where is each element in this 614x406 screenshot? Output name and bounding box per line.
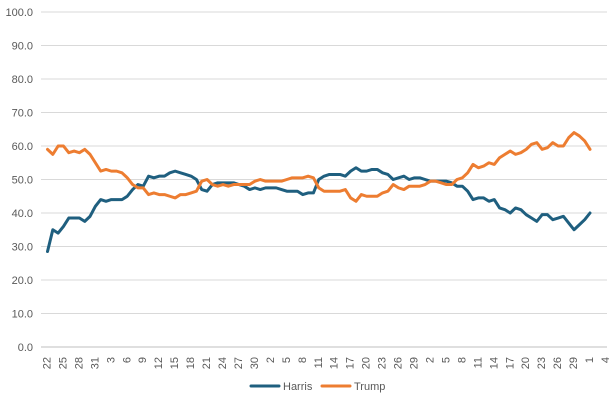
x-tick-label: 23: [377, 357, 389, 369]
x-tick-label: 22: [42, 357, 54, 369]
y-tick-label: 80.0: [12, 74, 33, 86]
x-tick-label: 31: [89, 357, 101, 369]
x-tick-label: 30: [249, 357, 261, 369]
x-tick-label: 11: [472, 357, 484, 368]
y-tick-label: 30.0: [12, 242, 33, 254]
grid-layer: [41, 11, 607, 348]
x-tick-label: 5: [440, 357, 452, 363]
x-tick-label: 29: [568, 357, 580, 369]
x-tick-label: 15: [169, 357, 181, 369]
x-tick-label: 25: [57, 357, 69, 369]
x-tick-label: 29: [409, 357, 421, 369]
y-tick-label: 100.0: [5, 7, 33, 19]
x-tick-label: 23: [536, 357, 548, 369]
y-tick-label: 0.0: [18, 342, 33, 354]
legend[interactable]: Harris Trump: [249, 381, 385, 393]
y-tick-label: 20.0: [12, 275, 33, 287]
x-tick-label: 11: [313, 357, 325, 368]
x-tick-label: 27: [233, 357, 245, 369]
x-tick-label: 26: [393, 357, 405, 369]
legend-entry-harris[interactable]: Harris: [249, 381, 313, 393]
y-tick-label: 10.0: [12, 309, 33, 321]
series-layer: [46, 131, 592, 254]
x-axis-tick-labels: 22 25 28 31 3 6 9 12 15 18 21 24 27 30 2 5 8 11 14 17 20 23 26…: [42, 357, 613, 369]
y-axis-tick-labels: 0.0 10.0 20.0 30.0 40.0 50.0 60.0 70.0 80.0 90.0 1…: [5, 7, 33, 354]
y-tick-label: 50.0: [12, 175, 33, 187]
x-tick-label: 24: [217, 357, 229, 369]
x-tick-label: 9: [137, 357, 149, 363]
x-tick-label: 6: [121, 357, 133, 363]
x-tick-label: 14: [488, 357, 500, 369]
legend-entry-trump[interactable]: Trump: [320, 381, 385, 393]
x-tick-label: 14: [329, 357, 341, 369]
x-tick-label: 2: [424, 357, 436, 363]
x-tick-label: 18: [185, 357, 197, 369]
x-tick-label: 20: [520, 357, 532, 369]
x-tick-label: 12: [153, 357, 165, 369]
legend-label: Harris: [283, 381, 313, 393]
series-line-trump: [46, 131, 592, 203]
x-tick-label: 3: [105, 357, 117, 363]
x-tick-label: 1: [584, 357, 596, 363]
y-tick-label: 60.0: [12, 141, 33, 153]
series-line-harris: [46, 166, 592, 254]
x-tick-label: 21: [201, 357, 213, 369]
y-tick-label: 90.0: [12, 41, 33, 53]
x-tick-label: 8: [297, 357, 309, 363]
x-tick-label: 20: [361, 357, 373, 369]
x-tick-label: 8: [456, 357, 468, 363]
x-tick-label: 2: [265, 357, 277, 363]
x-tick-label: 28: [73, 357, 85, 369]
y-tick-label: 40.0: [12, 208, 33, 220]
x-tick-label: 26: [552, 357, 564, 369]
x-tick-label: 4: [600, 357, 612, 363]
x-tick-label: 17: [504, 357, 516, 369]
y-tick-label: 70.0: [12, 108, 33, 120]
x-tick-label: 5: [281, 357, 293, 363]
legend-label: Trump: [354, 381, 385, 393]
x-tick-label: 17: [345, 357, 357, 369]
